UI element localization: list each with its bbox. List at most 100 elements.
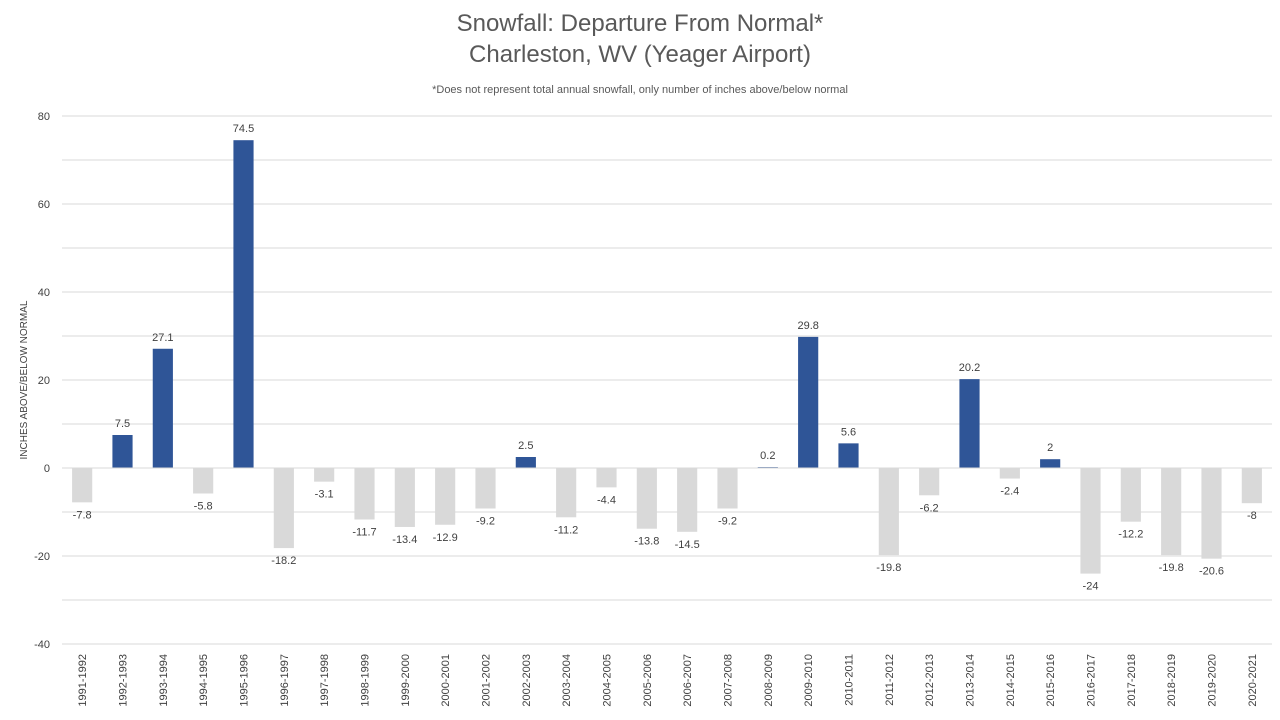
bar bbox=[959, 379, 980, 468]
data-label: -6.2 bbox=[920, 502, 939, 514]
bar bbox=[556, 468, 577, 518]
data-label: -7.8 bbox=[73, 509, 92, 521]
x-tick-label: 2015-2016 bbox=[1045, 654, 1057, 707]
x-tick-label: 2005-2006 bbox=[642, 654, 654, 707]
data-label: -8 bbox=[1247, 510, 1257, 522]
data-label: -4.4 bbox=[597, 494, 616, 506]
x-tick-label: 1996-1997 bbox=[279, 654, 291, 707]
bar bbox=[354, 468, 375, 520]
data-label: -13.4 bbox=[392, 534, 417, 546]
y-tick-label: 60 bbox=[38, 199, 50, 211]
data-label: -3.1 bbox=[315, 489, 334, 501]
data-label: -12.2 bbox=[1118, 529, 1143, 541]
data-label: -19.8 bbox=[1159, 562, 1184, 574]
bar bbox=[878, 468, 899, 556]
x-tick-label: 2006-2007 bbox=[682, 654, 694, 707]
data-label: 29.8 bbox=[797, 320, 818, 332]
x-tick-label: 2016-2017 bbox=[1086, 654, 1098, 707]
x-tick-label: 2011-2012 bbox=[884, 654, 896, 706]
data-label: -11.2 bbox=[554, 524, 578, 536]
data-label: 2.5 bbox=[518, 440, 533, 452]
x-tick-label: 1991-1992 bbox=[77, 654, 89, 707]
x-tick-label: 2000-2001 bbox=[440, 654, 452, 707]
y-tick-label: 80 bbox=[38, 111, 50, 123]
y-tick-label: 0 bbox=[44, 463, 50, 475]
data-label: -20.6 bbox=[1199, 566, 1224, 578]
data-label: -5.8 bbox=[194, 501, 213, 513]
bar bbox=[636, 468, 657, 529]
x-tick-label: 2008-2009 bbox=[763, 654, 775, 707]
x-tick-label: 1997-1998 bbox=[319, 654, 331, 707]
x-tick-labels: 1991-1992 1992-1993 1993-1994 1994-1995 1995… bbox=[77, 654, 1259, 707]
bar bbox=[717, 468, 738, 509]
x-tick-label: 1994-1995 bbox=[198, 654, 210, 707]
y-tick-labels: -40 -20 0 20 40 60 80 bbox=[34, 111, 50, 651]
chart-title: Snowfall: Departure From Normal* Charles… bbox=[0, 8, 1280, 70]
bar bbox=[394, 468, 415, 527]
y-tick-label: -20 bbox=[34, 551, 50, 563]
y-tick-label: 40 bbox=[38, 287, 50, 299]
bar bbox=[1161, 468, 1182, 556]
bar bbox=[72, 468, 93, 503]
x-tick-label: 2014-2015 bbox=[1005, 654, 1017, 707]
x-tick-label: 2013-2014 bbox=[965, 654, 977, 707]
bar bbox=[193, 468, 214, 494]
data-label: -14.5 bbox=[675, 539, 700, 551]
bar bbox=[1040, 459, 1061, 468]
data-label: 0.2 bbox=[760, 450, 775, 462]
x-tick-label: 2012-2013 bbox=[924, 654, 936, 707]
bar bbox=[677, 468, 698, 532]
bar bbox=[999, 468, 1020, 479]
data-label: 7.5 bbox=[115, 418, 130, 430]
bar bbox=[515, 457, 536, 468]
x-tick-label: 2010-2011 bbox=[844, 654, 856, 706]
x-tick-label: 2009-2010 bbox=[803, 654, 815, 707]
bar bbox=[919, 468, 940, 496]
chart-title-line2: Charleston, WV (Yeager Airport) bbox=[469, 41, 811, 68]
bar bbox=[435, 468, 456, 525]
y-tick-label: 20 bbox=[38, 375, 50, 387]
data-label: -9.2 bbox=[476, 515, 495, 527]
data-label: -24 bbox=[1083, 581, 1099, 593]
data-label: -13.8 bbox=[634, 536, 659, 548]
data-label: 74.5 bbox=[233, 123, 254, 135]
x-tick-label: 2019-2020 bbox=[1207, 654, 1219, 707]
data-label: -18.2 bbox=[271, 555, 296, 567]
bar bbox=[112, 435, 133, 468]
data-label: -11.7 bbox=[352, 526, 376, 538]
data-label: -12.9 bbox=[433, 532, 458, 544]
bar bbox=[596, 468, 617, 488]
x-tick-label: 2004-2005 bbox=[602, 654, 614, 707]
chart-title-line1: Snowfall: Departure From Normal* bbox=[456, 10, 824, 37]
bars bbox=[72, 140, 1262, 574]
data-label: 5.6 bbox=[841, 426, 856, 438]
bar bbox=[152, 348, 173, 468]
bar bbox=[233, 140, 254, 468]
x-tick-label: 2001-2002 bbox=[481, 654, 493, 707]
bar bbox=[475, 468, 496, 509]
y-axis-label: INCHES ABOVE/BELOW NORMAL bbox=[19, 300, 30, 459]
x-tick-label: 1999-2000 bbox=[400, 654, 412, 707]
data-label: 2 bbox=[1047, 442, 1053, 454]
x-tick-label: 1998-1999 bbox=[360, 654, 372, 707]
data-label: -2.4 bbox=[1000, 486, 1019, 498]
x-tick-label: 2018-2019 bbox=[1166, 654, 1178, 707]
x-tick-label: 2020-2021 bbox=[1247, 654, 1259, 707]
x-tick-label: 1995-1996 bbox=[239, 654, 251, 707]
x-tick-label: 2002-2003 bbox=[521, 654, 533, 707]
x-tick-label: 2017-2018 bbox=[1126, 654, 1138, 707]
bar bbox=[314, 468, 335, 482]
data-label: -9.2 bbox=[718, 515, 737, 527]
data-label: 20.2 bbox=[959, 362, 980, 374]
data-label: -19.8 bbox=[876, 562, 901, 574]
x-tick-label: 2003-2004 bbox=[561, 654, 573, 707]
data-labels: -7.8 7.5 27.1 -5.8 74.5 -18.2 -3.1 -11.7 -13.4 -1… bbox=[73, 123, 1257, 592]
chart-subtitle: *Does not represent total annual snowfal… bbox=[432, 84, 848, 96]
x-tick-label: 2007-2008 bbox=[723, 654, 735, 707]
bar bbox=[1241, 468, 1262, 504]
bar bbox=[1201, 468, 1222, 559]
bar bbox=[838, 443, 859, 468]
bar bbox=[798, 336, 819, 468]
y-tick-label: -40 bbox=[34, 639, 50, 651]
